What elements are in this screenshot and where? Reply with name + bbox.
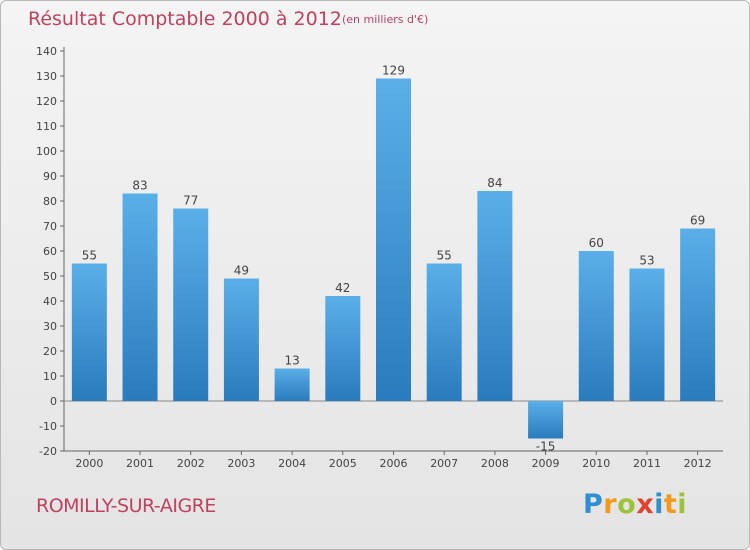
x-tick-label: 2012	[684, 457, 712, 470]
y-tick-label: 130	[36, 70, 57, 83]
logo-letter: t	[663, 489, 678, 520]
bar	[528, 401, 564, 439]
bar-value-label: -15	[536, 440, 556, 454]
bar-value-label: 49	[234, 264, 249, 278]
y-tick-label: 30	[43, 320, 57, 333]
y-tick-label: 0	[50, 395, 57, 408]
y-tick-label: 60	[43, 245, 57, 258]
logo-letter: P	[583, 489, 604, 520]
bar	[426, 263, 462, 401]
x-tick-label: 2001	[126, 457, 154, 470]
y-tick-label: 20	[43, 345, 57, 358]
x-tick-label: 2000	[75, 457, 103, 470]
bar-value-label: 55	[82, 249, 97, 263]
x-tick-label: 2008	[481, 457, 509, 470]
bar-value-label: 83	[132, 179, 147, 193]
y-tick-label: 120	[36, 95, 57, 108]
x-tick-label: 2011	[633, 457, 661, 470]
bar-value-label: 69	[690, 214, 705, 228]
logo-letter: i	[654, 489, 664, 520]
x-tick-label: 2002	[177, 457, 205, 470]
bar	[71, 263, 107, 401]
chart-title: Résultat Comptable 2000 à 2012	[28, 8, 342, 30]
bar	[376, 78, 411, 401]
y-tick-label: 100	[36, 145, 57, 158]
y-tick-label: 110	[36, 120, 57, 133]
bar-value-label: 77	[183, 194, 198, 208]
y-tick-label: 40	[43, 295, 57, 308]
bar-value-label: 84	[487, 176, 502, 190]
y-tick-label: 140	[36, 45, 57, 58]
bar	[274, 368, 310, 401]
bar	[629, 268, 665, 401]
bar-value-label: 42	[335, 281, 350, 295]
bar	[680, 228, 716, 401]
bar-value-label: 129	[382, 64, 405, 78]
y-tick-label: -20	[39, 445, 57, 458]
y-tick-label: -10	[39, 420, 57, 433]
commune-name: ROMILLY-SUR-AIGRE	[36, 495, 216, 517]
bar-value-label: 60	[589, 236, 604, 250]
bar	[223, 278, 259, 401]
y-tick-label: 10	[43, 370, 57, 383]
chart-subtitle: (en milliers d'€)	[342, 13, 429, 26]
logo-letter: x	[636, 489, 655, 520]
x-tick-label: 2004	[278, 457, 306, 470]
x-tick-label: 2009	[532, 457, 560, 470]
bar	[578, 251, 614, 401]
y-tick-label: 50	[43, 270, 57, 283]
y-tick-label: 70	[43, 220, 57, 233]
bar	[173, 208, 209, 401]
y-tick-label: 80	[43, 195, 57, 208]
proxiti-logo: Proxiti	[583, 489, 687, 520]
logo-letter: o	[617, 489, 637, 520]
x-tick-label: 2007	[430, 457, 458, 470]
logo-letter: i	[677, 489, 688, 520]
bar	[122, 193, 158, 401]
bar-value-label: 13	[284, 354, 299, 368]
x-tick-label: 2010	[582, 457, 610, 470]
y-tick-label: 90	[43, 170, 57, 183]
bar	[477, 191, 513, 401]
x-tick-label: 2003	[227, 457, 255, 470]
x-tick-label: 2005	[329, 457, 357, 470]
logo-letter: r	[603, 489, 618, 520]
bar	[325, 296, 361, 401]
bar-value-label: 53	[639, 254, 654, 268]
x-tick-label: 2006	[380, 457, 408, 470]
bar-value-label: 55	[437, 249, 452, 263]
